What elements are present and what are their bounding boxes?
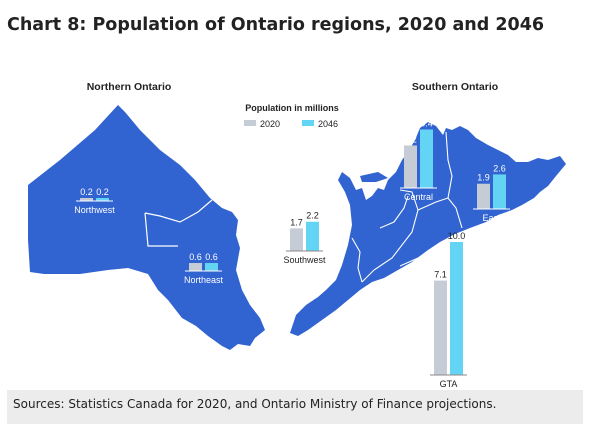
category-label-northwest: Northwest (74, 205, 115, 215)
legend-title: Population in millions (245, 103, 339, 113)
category-label-central: Central (404, 192, 433, 202)
chart-title: Chart 8: Population of Ontario regions, … (7, 15, 545, 35)
value-label-east-2046: 2.6 (493, 163, 506, 173)
bar-northeast-2046 (205, 263, 218, 271)
value-label-gta-2046: 10.0 (448, 231, 466, 241)
northern-ontario-title: Northern Ontario (87, 81, 172, 93)
bar-east-2046 (493, 174, 506, 209)
bar-central-2020 (404, 145, 417, 188)
northwest-northeast-boundary (144, 199, 213, 247)
value-label-southwest-2046: 2.2 (306, 211, 319, 221)
bar-southwest-2020 (290, 228, 303, 251)
value-label-northeast-2046: 0.6 (205, 252, 218, 262)
manitoulin-island (360, 172, 388, 182)
source-note: Sources: Statistics Canada for 2020, and… (7, 390, 583, 424)
value-label-northwest-2020: 0.2 (80, 187, 93, 197)
category-label-southwest: Southwest (283, 255, 326, 265)
category-label-gta: GTA (440, 379, 458, 389)
value-label-central-2046: 4.4 (420, 118, 433, 128)
southern-ontario-title: Southern Ontario (412, 81, 498, 93)
value-label-gta-2020: 7.1 (434, 270, 447, 280)
bar-northeast-2020 (189, 263, 202, 271)
category-label-east: East (482, 213, 501, 223)
legend-swatch-2046 (302, 120, 314, 126)
lake-ontario-coast (399, 237, 453, 267)
category-label-northeast: Northeast (184, 275, 224, 285)
bar-northwest-2046 (96, 198, 109, 201)
bars-layer: 0.2 0.2 Northwest 0.6 0.6 Northeast 1.72.2 Sout… (74, 118, 510, 389)
value-label-southwest-2020: 1.7 (290, 217, 303, 227)
legend-swatch-2020 (244, 120, 256, 126)
bar-central-2046 (420, 129, 433, 188)
value-label-east-2020: 1.9 (477, 173, 490, 183)
value-label-northwest-2046: 0.2 (96, 187, 109, 197)
southern-internal-boundaries (351, 131, 463, 301)
value-label-northeast-2020: 0.6 (189, 252, 202, 262)
legend-label-2020: 2020 (260, 119, 280, 129)
legend: Population in millions 2020 2046 (244, 103, 339, 129)
bar-gta-2020 (434, 280, 447, 375)
bar-southwest-2046 (306, 221, 319, 251)
value-label-central-2020: 3.2 (404, 134, 417, 144)
bar-gta-2046 (450, 242, 463, 375)
legend-label-2046: 2046 (318, 119, 338, 129)
ontario-map-chart: Northern Ontario Southern Ontario Popula… (28, 81, 566, 389)
bar-east-2020 (477, 183, 490, 209)
bar-northwest-2020 (80, 198, 93, 201)
